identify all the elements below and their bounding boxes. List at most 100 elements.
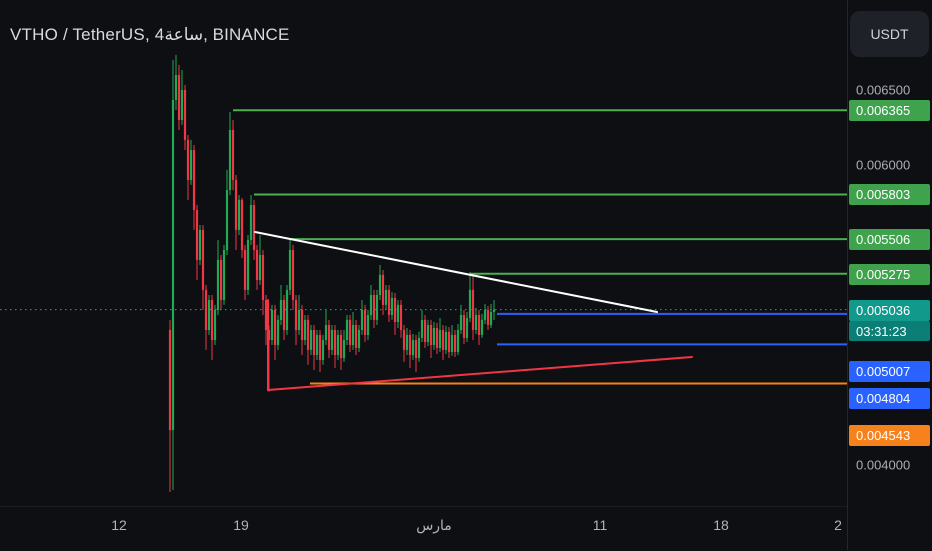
candle-body (468, 289, 472, 318)
candle-body (369, 295, 373, 315)
candle-body (486, 310, 490, 325)
candle-body (330, 330, 334, 350)
candle-body (342, 340, 346, 359)
candle-body (186, 139, 190, 180)
candle-body (327, 325, 331, 350)
price-level-badge-0.005803[interactable]: 0.005803 (849, 183, 930, 205)
candle-body (390, 298, 394, 315)
candle-body (429, 325, 433, 345)
candle-body (396, 304, 400, 322)
candle-body (294, 300, 298, 330)
price-level-badge-0.005007[interactable]: 0.005007 (849, 360, 930, 382)
candle-body (171, 100, 175, 430)
candle-body (423, 319, 427, 342)
candle-body (315, 334, 319, 355)
time-axis[interactable]: 12 19 مارس 11 18 2 (0, 506, 847, 551)
candle-body (273, 310, 277, 345)
candle-body (195, 210, 199, 260)
candle-body (177, 75, 181, 120)
chart-canvas[interactable]: VTHO / TetherUS, 4ساعة, BINANCE (0, 0, 847, 550)
candle-body (324, 325, 328, 340)
time-axis-label: 12 (111, 517, 127, 533)
candle-body (450, 334, 454, 352)
candle-body (438, 330, 442, 348)
time-axis-label: 11 (592, 517, 608, 533)
candle-body (249, 205, 253, 240)
candle-body (426, 325, 430, 342)
candle-body (231, 130, 235, 180)
candle-body (168, 330, 172, 431)
candle-body (306, 319, 310, 350)
candle-body (198, 229, 202, 260)
candle-body (252, 205, 256, 250)
candle-body (339, 334, 343, 358)
candle-body (399, 304, 403, 330)
price-axis-label: 0.004000 (856, 457, 911, 473)
candle-body (462, 315, 466, 338)
candle-body (378, 274, 382, 295)
candle-body (354, 325, 358, 348)
candle-body (225, 190, 229, 251)
candle-body (300, 310, 304, 340)
candle-body (216, 259, 220, 310)
price-level-badge-0.004543[interactable]: 0.004543 (849, 424, 930, 446)
candle-body (243, 250, 247, 290)
candle-body (213, 310, 217, 340)
candle-body (480, 319, 484, 335)
candle-body (387, 289, 391, 315)
time-axis-label: 2 (834, 517, 842, 533)
candle-body (411, 340, 415, 356)
candlestick-chart[interactable] (0, 0, 847, 550)
candle-body (381, 274, 385, 305)
time-axis-label: 19 (233, 517, 249, 533)
candle-body (303, 319, 307, 340)
candle-body (444, 331, 448, 350)
price-axis[interactable]: USDT 0.006500 0.006000 0.004000 0.006365 0.0… (847, 0, 932, 550)
price-axis-label: 0.006000 (856, 157, 911, 173)
candle-body (345, 319, 349, 340)
candle-body (237, 199, 241, 230)
price-level-badge-0.005275[interactable]: 0.005275 (849, 263, 930, 285)
candle-body (240, 199, 244, 250)
price-level-badge-0.004804[interactable]: 0.004804 (849, 387, 930, 409)
candle-body (318, 334, 322, 360)
candle-body (405, 334, 409, 350)
descending-resistance-trendline[interactable] (254, 231, 658, 313)
candle-body (453, 334, 457, 352)
candle-body (408, 334, 412, 355)
candle-body (357, 330, 361, 348)
candle-body (459, 315, 463, 330)
candle-body (372, 295, 376, 320)
candle-body (447, 331, 451, 352)
currency-toggle-button[interactable]: USDT (850, 11, 929, 57)
candle-body (360, 310, 364, 330)
candle-body (297, 310, 301, 330)
candle-body (348, 319, 352, 345)
candle-body (261, 255, 265, 300)
candle-body (333, 330, 337, 355)
bar-countdown-badge: 03:31:23 (849, 321, 930, 341)
candle-body (183, 90, 187, 140)
candle-body (471, 289, 475, 330)
candle-body (312, 330, 316, 355)
price-level-badge-0.006365[interactable]: 0.006365 (849, 99, 930, 121)
candle-body (174, 75, 178, 100)
symbol-title[interactable]: VTHO / TetherUS, 4ساعة, BINANCE (10, 25, 290, 44)
candle-body (414, 340, 418, 359)
candle-body (285, 289, 289, 330)
candle-body (234, 180, 238, 230)
price-axis-label: 0.006500 (856, 82, 911, 98)
candle-body (456, 330, 460, 352)
time-axis-label: مارس (416, 517, 452, 533)
candle-body (288, 250, 292, 290)
candle-body (207, 300, 211, 330)
candle-body (222, 250, 226, 300)
ascending-support-trendline[interactable] (267, 356, 693, 391)
candle-body (291, 250, 295, 300)
price-level-badge-0.005506[interactable]: 0.005506 (849, 228, 930, 250)
candle-body (309, 330, 313, 350)
candle-body (384, 289, 388, 305)
candle-body (228, 130, 232, 190)
candle-body (351, 325, 355, 345)
